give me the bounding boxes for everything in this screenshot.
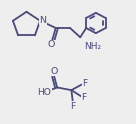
Text: NH₂: NH₂ (84, 42, 101, 51)
Text: F: F (70, 102, 76, 111)
Text: O: O (48, 40, 55, 49)
Text: N: N (40, 16, 47, 25)
Text: F: F (82, 79, 87, 88)
Text: HO: HO (37, 88, 51, 97)
Text: O: O (51, 67, 58, 76)
Text: F: F (82, 93, 87, 102)
